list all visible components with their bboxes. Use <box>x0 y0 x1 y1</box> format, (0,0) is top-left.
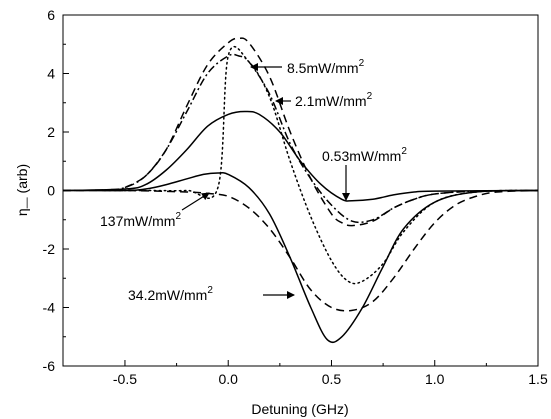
y-tick-label: -6 <box>43 358 56 374</box>
y-tick-label: 4 <box>47 66 55 82</box>
annotation-text: 137mW/mm <box>100 213 175 229</box>
annotation-label: 0.53mW/mm2 <box>322 146 407 164</box>
x-axis-ticks: -0.5 0.0 0.5 1.0 1.5 <box>113 360 548 387</box>
annotation-label: 34.2mW/mm2 <box>128 285 213 303</box>
y-axis-ticks: -6 -4 -2 0 2 4 6 <box>43 7 69 374</box>
annotation-superscript: 2 <box>367 91 373 102</box>
annotation-text: 2.1mW/mm <box>295 93 367 109</box>
y-tick-label: -4 <box>43 300 56 316</box>
annotations: 8.5mW/mm22.1mW/mm20.53mW/mm2137mW/mm234.… <box>100 58 407 303</box>
annotation-text: 0.53mW/mm <box>322 148 401 164</box>
series-line-3 <box>103 46 539 285</box>
annotation-arrow <box>181 192 210 211</box>
y-tick-label: -2 <box>43 241 56 257</box>
y-axis-title-main: η <box>14 208 30 216</box>
annotation-text: 8.5mW/mm <box>287 60 359 76</box>
y-axis-title-unit: (arb) <box>14 164 30 194</box>
series-line-2 <box>124 37 539 227</box>
annotation-label: 8.5mW/mm2 <box>287 58 365 76</box>
annotation-label: 2.1mW/mm2 <box>295 91 373 109</box>
series-line-4 <box>62 110 539 202</box>
annotation-text: 34.2mW/mm <box>128 287 207 303</box>
annotation-superscript: 2 <box>207 285 213 296</box>
annotation-superscript: 2 <box>175 211 181 222</box>
y-axis-title-sub: — <box>21 197 33 208</box>
x-tick-label: 0.0 <box>218 371 238 387</box>
y-tick-label: 6 <box>47 7 55 23</box>
x-tick-label: 0.5 <box>322 371 342 387</box>
series-line-5 <box>62 172 539 344</box>
y-axis-title: η— (arb) <box>14 164 33 216</box>
y-tick-label: 0 <box>47 183 55 199</box>
series-line-1 <box>62 53 539 224</box>
svg-text:η— (arb): η— (arb) <box>14 164 33 216</box>
x-tick-label: 1.5 <box>528 371 548 387</box>
x-axis-title: Detuning (GHz) <box>251 401 348 417</box>
annotation-superscript: 2 <box>401 146 407 157</box>
annotation-superscript: 2 <box>359 58 365 69</box>
annotation-label: 137mW/mm2 <box>100 211 181 229</box>
x-tick-label: 1.0 <box>425 371 445 387</box>
x-tick-label: -0.5 <box>113 371 137 387</box>
y-tick-label: 2 <box>47 124 55 140</box>
